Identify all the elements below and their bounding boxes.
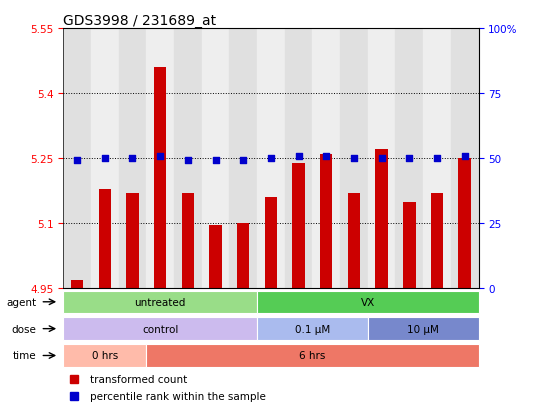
Text: time: time	[13, 351, 36, 361]
Bar	[293, 163, 305, 289]
Bar	[368, 29, 395, 289]
Point	[294, 153, 303, 160]
Bar	[146, 344, 478, 367]
Point	[350, 155, 359, 162]
Point	[377, 155, 386, 162]
Bar	[403, 202, 415, 289]
Text: 10 μM: 10 μM	[407, 324, 439, 334]
Bar	[98, 189, 111, 289]
Text: GDS3998 / 231689_at: GDS3998 / 231689_at	[63, 14, 216, 28]
Point	[128, 155, 137, 162]
Point	[100, 155, 109, 162]
Bar	[154, 68, 166, 289]
Text: transformed count: transformed count	[90, 374, 188, 384]
Bar	[182, 193, 194, 289]
Text: VX: VX	[361, 297, 375, 307]
Bar	[376, 150, 388, 289]
Bar	[91, 29, 119, 289]
Point	[322, 153, 331, 160]
Bar	[459, 159, 471, 289]
Point	[73, 158, 81, 164]
Bar	[340, 29, 368, 289]
Bar	[451, 29, 478, 289]
Text: percentile rank within the sample: percentile rank within the sample	[90, 391, 266, 401]
Bar	[229, 29, 257, 289]
Point	[183, 158, 192, 164]
Text: 0.1 μM: 0.1 μM	[295, 324, 330, 334]
Bar	[257, 29, 285, 289]
Bar	[202, 29, 229, 289]
Bar	[320, 154, 332, 289]
Bar	[395, 29, 423, 289]
Point	[156, 153, 164, 160]
Bar	[257, 318, 368, 340]
Bar	[146, 29, 174, 289]
Bar	[63, 318, 257, 340]
Bar	[174, 29, 202, 289]
Text: agent: agent	[6, 297, 36, 307]
Bar	[265, 198, 277, 289]
Text: untreated: untreated	[134, 297, 186, 307]
Point	[239, 158, 248, 164]
Text: control: control	[142, 324, 178, 334]
Text: dose: dose	[12, 324, 36, 334]
Bar	[431, 193, 443, 289]
Point	[405, 155, 414, 162]
Bar	[285, 29, 312, 289]
Bar	[237, 224, 249, 289]
Point	[460, 153, 469, 160]
Bar	[348, 193, 360, 289]
Bar	[63, 29, 91, 289]
Bar	[368, 318, 478, 340]
Bar	[71, 280, 83, 289]
Point	[433, 155, 442, 162]
Bar	[312, 29, 340, 289]
Point	[266, 155, 275, 162]
Bar	[423, 29, 451, 289]
Text: 0 hrs: 0 hrs	[92, 351, 118, 361]
Bar	[63, 291, 257, 313]
Bar	[119, 29, 146, 289]
Bar	[126, 193, 139, 289]
Bar	[63, 344, 146, 367]
Bar	[210, 226, 222, 289]
Text: 6 hrs: 6 hrs	[299, 351, 326, 361]
Point	[211, 158, 220, 164]
Bar	[257, 291, 478, 313]
